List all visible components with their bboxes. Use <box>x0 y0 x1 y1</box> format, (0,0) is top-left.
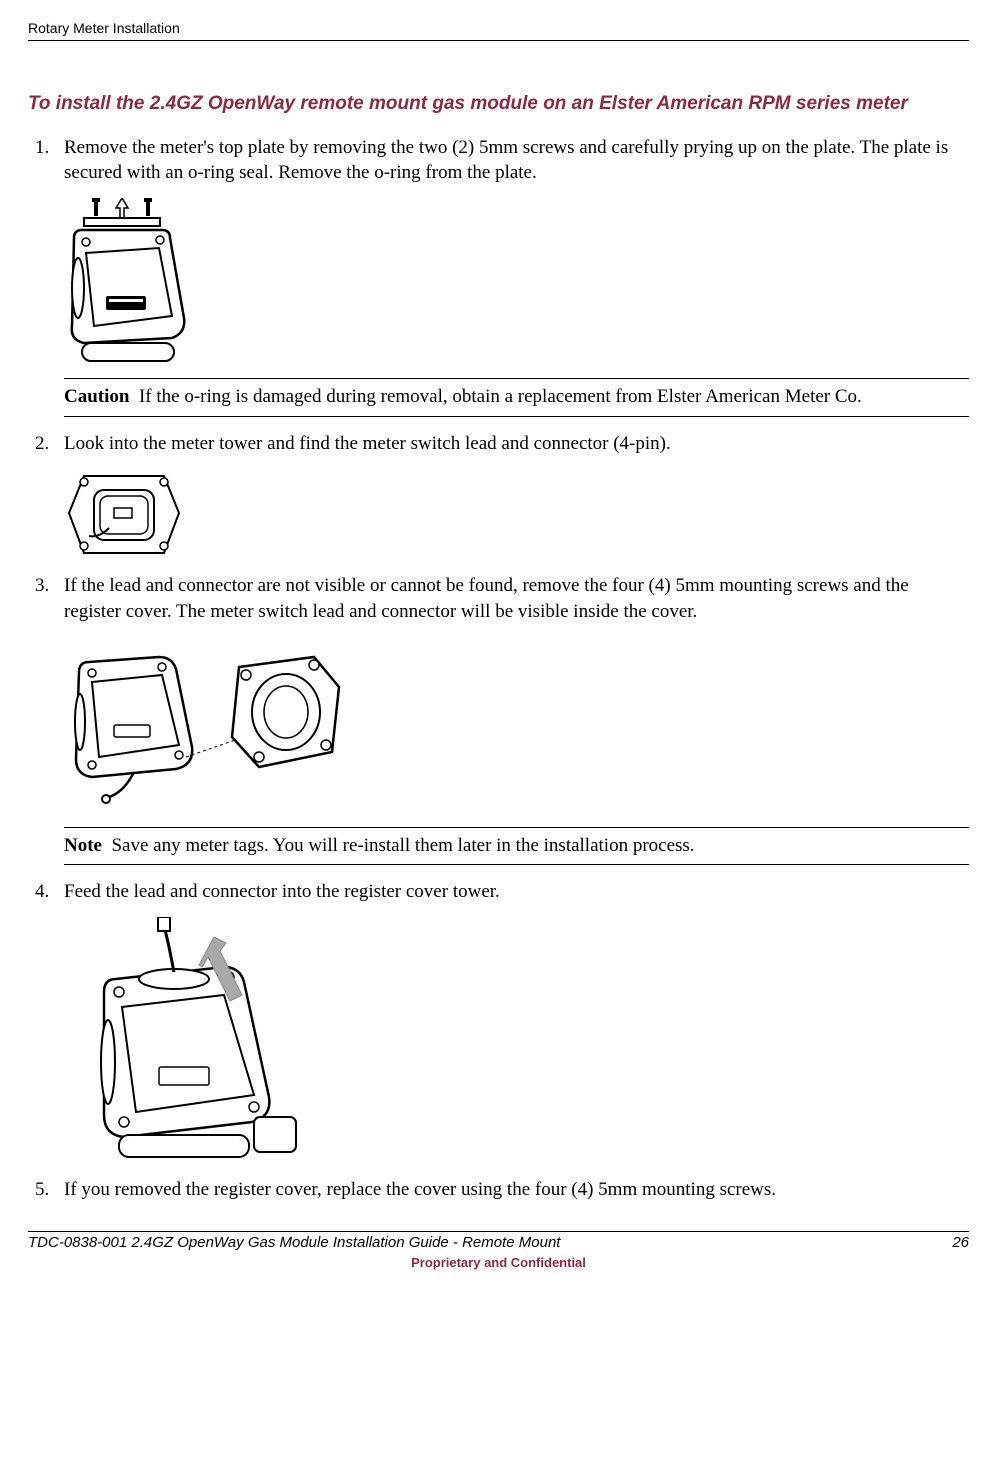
step-4: Feed the lead and connector into the reg… <box>54 879 969 1167</box>
step-2: Look into the meter tower and find the m… <box>54 431 969 564</box>
step-1: Remove the meter's top plate by removing… <box>54 135 969 417</box>
figure-3 <box>64 637 969 817</box>
footer: TDC-0838-001 2.4GZ OpenWay Gas Module In… <box>28 1231 969 1251</box>
caution-label: Caution <box>64 386 129 407</box>
footer-center: Proprietary and Confidential <box>28 1255 969 1270</box>
figure-1 <box>64 198 969 368</box>
note-label: Note <box>64 835 102 856</box>
step-5: If you removed the register cover, repla… <box>54 1177 969 1203</box>
steps-list: Remove the meter's top plate by removing… <box>28 135 969 1203</box>
step-5-text: If you removed the register cover, repla… <box>64 1177 969 1203</box>
step-2-text: Look into the meter tower and find the m… <box>64 431 969 457</box>
step-4-text: Feed the lead and connector into the reg… <box>64 879 969 905</box>
footer-left: TDC-0838-001 2.4GZ OpenWay Gas Module In… <box>28 1234 560 1251</box>
figure-2 <box>64 468 969 563</box>
caution-text: If the o-ring is damaged during removal,… <box>139 386 862 407</box>
footer-right: 26 <box>952 1234 969 1251</box>
figure-4 <box>64 917 969 1167</box>
step-3: If the lead and connector are not visibl… <box>54 573 969 865</box>
step-1-text: Remove the meter's top plate by removing… <box>64 135 969 186</box>
note-box-3: Note Save any meter tags. You will re-in… <box>64 827 969 866</box>
step-3-text: If the lead and connector are not visibl… <box>64 573 969 624</box>
note-text: Save any meter tags. You will re-install… <box>111 835 694 856</box>
caution-box-1: Caution If the o-ring is damaged during … <box>64 378 969 417</box>
running-header: Rotary Meter Installation <box>28 20 969 41</box>
section-title: To install the 2.4GZ OpenWay remote moun… <box>28 91 969 117</box>
